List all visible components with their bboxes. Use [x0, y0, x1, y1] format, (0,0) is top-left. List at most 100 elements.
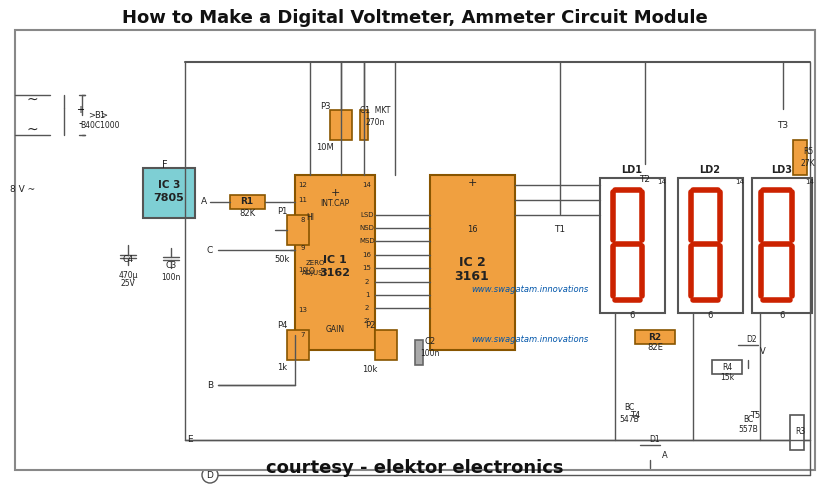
Bar: [15, 30, 814, 470]
Bar: [677, 178, 742, 313]
Text: V: V: [759, 347, 765, 356]
Text: 6: 6: [628, 311, 634, 320]
Text: C3: C3: [165, 260, 176, 269]
Bar: [430, 175, 514, 350]
Text: 2: 2: [364, 305, 368, 311]
Text: P3: P3: [320, 101, 330, 110]
Text: LD1: LD1: [621, 165, 642, 175]
Text: 14: 14: [362, 182, 371, 188]
Circle shape: [202, 377, 218, 393]
Text: R5: R5: [802, 148, 812, 157]
Text: INT.CAP: INT.CAP: [320, 199, 349, 208]
Text: 14: 14: [657, 179, 666, 185]
Text: C2: C2: [424, 337, 435, 346]
Text: E: E: [187, 436, 193, 445]
Text: 10k: 10k: [362, 365, 378, 375]
Text: www.swagatam.innovations: www.swagatam.innovations: [471, 335, 588, 344]
Text: 3161: 3161: [454, 270, 489, 283]
Text: >: >: [89, 110, 95, 119]
Text: IC 2: IC 2: [458, 256, 484, 269]
Bar: [359, 110, 368, 140]
Polygon shape: [639, 445, 659, 460]
Text: IC 1: IC 1: [323, 255, 346, 265]
Text: BC: BC: [623, 404, 633, 413]
Text: 12: 12: [298, 182, 307, 188]
Text: D1: D1: [649, 436, 660, 445]
Text: 8: 8: [301, 217, 305, 223]
Text: 6: 6: [778, 311, 784, 320]
Bar: [415, 340, 422, 365]
Text: 10M: 10M: [315, 144, 334, 153]
Text: +: +: [76, 105, 84, 115]
Text: 100n: 100n: [161, 273, 181, 282]
Text: +: +: [330, 188, 339, 198]
Text: R4: R4: [721, 362, 731, 371]
Circle shape: [738, 379, 770, 411]
Text: D: D: [206, 471, 213, 480]
Text: A: A: [662, 451, 667, 460]
Text: GAIN: GAIN: [325, 325, 344, 334]
Text: 50k: 50k: [274, 255, 289, 264]
Text: www.swagatam.innovations: www.swagatam.innovations: [471, 285, 588, 294]
Bar: [634, 330, 674, 344]
Circle shape: [633, 379, 665, 411]
Bar: [130, 155, 209, 230]
Text: 1: 1: [364, 292, 368, 298]
Text: F: F: [162, 160, 167, 170]
Text: 82K: 82K: [238, 209, 255, 218]
Text: 11: 11: [298, 197, 307, 203]
Bar: [374, 330, 397, 360]
Text: BC: BC: [619, 420, 629, 429]
Bar: [751, 178, 811, 313]
Circle shape: [202, 467, 218, 483]
Text: R3: R3: [794, 428, 804, 437]
Text: B40C1000: B40C1000: [80, 120, 119, 130]
Text: LD3: LD3: [771, 165, 792, 175]
Text: 16: 16: [466, 226, 477, 235]
Text: 3162: 3162: [319, 268, 350, 278]
Bar: [286, 330, 309, 360]
Circle shape: [202, 242, 218, 258]
Text: LD2: LD2: [699, 165, 720, 175]
Text: 25V: 25V: [120, 278, 135, 287]
Circle shape: [207, 199, 213, 205]
Text: BC: BC: [742, 416, 752, 425]
Circle shape: [628, 164, 660, 196]
Text: C: C: [207, 246, 213, 254]
Text: +: +: [467, 178, 476, 188]
Text: 470µ: 470µ: [118, 270, 137, 279]
Text: P1: P1: [277, 207, 286, 216]
Text: LSD: LSD: [360, 212, 373, 218]
Text: 7: 7: [301, 332, 305, 338]
Polygon shape: [737, 345, 757, 360]
Text: ZERO: ZERO: [305, 260, 325, 266]
Text: How to Make a Digital Voltmeter, Ammeter Circuit Module: How to Make a Digital Voltmeter, Ammeter…: [122, 9, 707, 27]
Circle shape: [543, 214, 575, 246]
Text: 82E: 82E: [647, 343, 662, 352]
Text: LO: LO: [305, 267, 315, 276]
Text: 7805: 7805: [153, 193, 184, 203]
Text: 14: 14: [805, 179, 813, 185]
Bar: [229, 195, 265, 209]
Text: 1k: 1k: [277, 363, 286, 372]
Text: D2: D2: [746, 335, 757, 344]
Text: T4: T4: [629, 411, 639, 420]
Text: HI: HI: [306, 213, 314, 222]
Text: NSD: NSD: [359, 225, 374, 231]
Bar: [792, 140, 806, 175]
Circle shape: [766, 109, 798, 141]
Text: 16: 16: [362, 252, 371, 258]
Text: P2: P2: [364, 321, 375, 330]
Text: courtesy - elektor electronics: courtesy - elektor electronics: [266, 459, 563, 477]
Text: T2: T2: [638, 176, 650, 185]
Bar: [286, 215, 309, 245]
Text: 557B: 557B: [737, 426, 757, 435]
Text: 9: 9: [301, 245, 305, 251]
Circle shape: [195, 194, 212, 210]
Text: T1: T1: [554, 226, 565, 235]
Text: 2': 2': [363, 318, 369, 324]
Text: C1  MKT: C1 MKT: [359, 105, 390, 114]
Circle shape: [182, 432, 198, 448]
Text: 2: 2: [364, 279, 368, 285]
Text: MSD: MSD: [359, 238, 374, 244]
